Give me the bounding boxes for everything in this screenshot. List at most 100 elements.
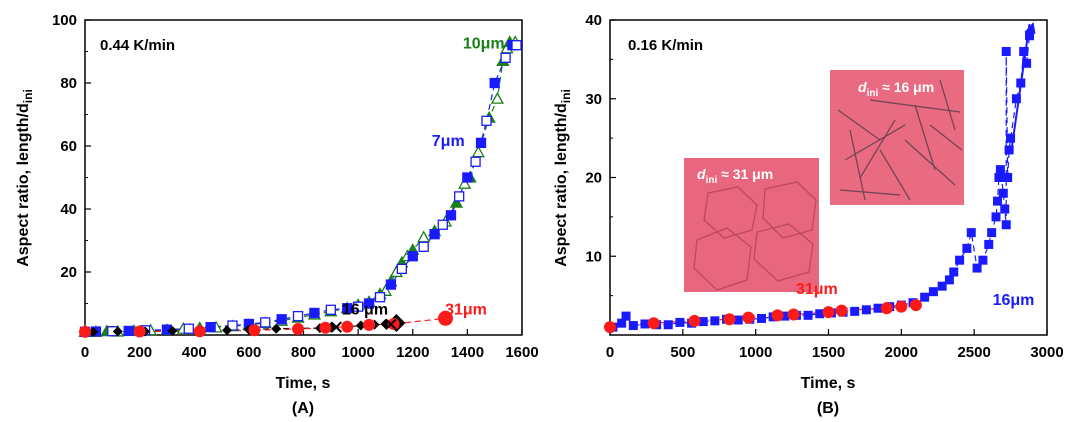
data-point xyxy=(374,292,386,303)
x-tick-label: 3000 xyxy=(1030,344,1063,361)
x-tick-label: 2500 xyxy=(957,344,990,361)
data-point xyxy=(292,310,304,322)
data-point xyxy=(822,306,835,319)
data-point xyxy=(1001,220,1011,230)
data-point xyxy=(445,210,457,221)
data-point xyxy=(850,306,860,316)
data-point xyxy=(928,287,938,297)
data-point xyxy=(454,191,465,202)
data-point xyxy=(742,311,755,324)
data-point xyxy=(780,311,790,321)
series-label: 16 μm xyxy=(342,302,388,319)
series-label: 31μm xyxy=(445,302,487,319)
y-tick-label: 40 xyxy=(60,201,77,218)
y-tick-label: 80 xyxy=(60,75,77,92)
data-point xyxy=(962,243,972,253)
data-point xyxy=(987,228,997,238)
data-point xyxy=(909,299,922,312)
panel-a-lines xyxy=(84,41,517,333)
panel-b-y-axis-label: Aspect ratio, length/dini xyxy=(553,89,573,267)
panel-a-y-axis-label-sub: ini xyxy=(21,89,35,103)
y-tick-label: 100 xyxy=(52,12,77,29)
x-tick-label: 0 xyxy=(81,344,89,361)
x-tick-label: 600 xyxy=(236,344,261,361)
data-point xyxy=(787,308,800,321)
data-point xyxy=(1006,133,1016,143)
data-point xyxy=(1003,173,1013,182)
data-point xyxy=(260,317,271,328)
data-point xyxy=(756,313,766,323)
data-point xyxy=(733,315,743,325)
data-point xyxy=(966,228,976,238)
data-point xyxy=(617,318,627,328)
data-point xyxy=(949,267,959,277)
data-point xyxy=(112,326,123,337)
data-point xyxy=(193,325,206,338)
data-point xyxy=(640,319,650,329)
inset-31um-image xyxy=(684,158,819,292)
data-point xyxy=(698,317,708,327)
panel-a: 0 200 400 600 800 1000 1200 1400 1600 20 40 60 80 100… xyxy=(15,12,539,417)
data-point xyxy=(1022,58,1032,68)
data-point xyxy=(675,317,685,327)
data-point xyxy=(471,145,485,158)
data-point xyxy=(167,325,178,336)
data-point xyxy=(895,300,908,313)
panel-b-ticks: 0 500 1000 1500 2000 2500 3000 10 20 30 40 xyxy=(585,12,1063,361)
data-point xyxy=(449,195,464,208)
series-trend-line xyxy=(85,41,516,333)
data-point xyxy=(429,229,440,240)
inset-micrograph-16um: dini ≈ 16 μm xyxy=(830,70,964,205)
data-point xyxy=(319,321,332,334)
data-point xyxy=(352,301,364,312)
x-tick-label: 1400 xyxy=(451,344,484,361)
data-point xyxy=(992,196,1002,206)
data-point xyxy=(205,321,216,333)
data-point xyxy=(604,321,616,334)
data-point xyxy=(79,325,91,338)
panel-a-y-axis-label: Aspect ratio, length/dini xyxy=(15,89,35,267)
data-point xyxy=(417,230,431,243)
data-point xyxy=(1001,47,1011,56)
x-tick-label: 800 xyxy=(291,344,316,361)
series-label: 31μm xyxy=(796,281,838,298)
inset-16um-label: dini ≈ 16 μm xyxy=(858,79,934,99)
data-point xyxy=(873,303,883,313)
data-point xyxy=(458,176,472,189)
data-point xyxy=(1011,94,1021,104)
data-point xyxy=(1000,204,1010,214)
data-point xyxy=(1019,47,1029,56)
panel-b-label: (B) xyxy=(817,400,839,417)
data-point xyxy=(994,173,1004,182)
y-tick-label: 40 xyxy=(585,12,602,29)
x-marker xyxy=(330,321,342,333)
panel-a-rate-annotation: 0.44 K/min xyxy=(100,37,175,54)
data-point xyxy=(248,324,261,337)
x-tick-label: 1000 xyxy=(739,344,772,361)
data-point xyxy=(88,326,99,337)
data-point xyxy=(341,320,354,333)
data-point xyxy=(292,323,305,336)
data-point xyxy=(222,325,233,336)
data-point xyxy=(363,318,376,331)
panel-a-plot-frame xyxy=(84,19,523,336)
data-point xyxy=(710,316,720,326)
panel-a-x-axis-label: Time, s xyxy=(276,375,331,392)
data-point xyxy=(511,40,522,51)
data-point xyxy=(972,263,982,273)
data-point xyxy=(803,310,813,320)
data-point xyxy=(271,323,282,334)
inset-16um-needle-crystals xyxy=(837,79,963,201)
y-tick-label: 60 xyxy=(60,138,77,155)
data-point xyxy=(688,314,701,327)
data-point xyxy=(396,263,407,275)
data-point xyxy=(470,156,481,167)
panel-a-series-labels: 10μm 7μm 16 μm 31μm xyxy=(342,35,505,318)
data-point xyxy=(955,255,965,265)
data-point xyxy=(227,320,238,331)
x-tick-label: 1000 xyxy=(341,344,374,361)
y-tick-label: 20 xyxy=(585,170,602,187)
x-marker xyxy=(385,318,397,330)
data-point xyxy=(462,172,473,183)
